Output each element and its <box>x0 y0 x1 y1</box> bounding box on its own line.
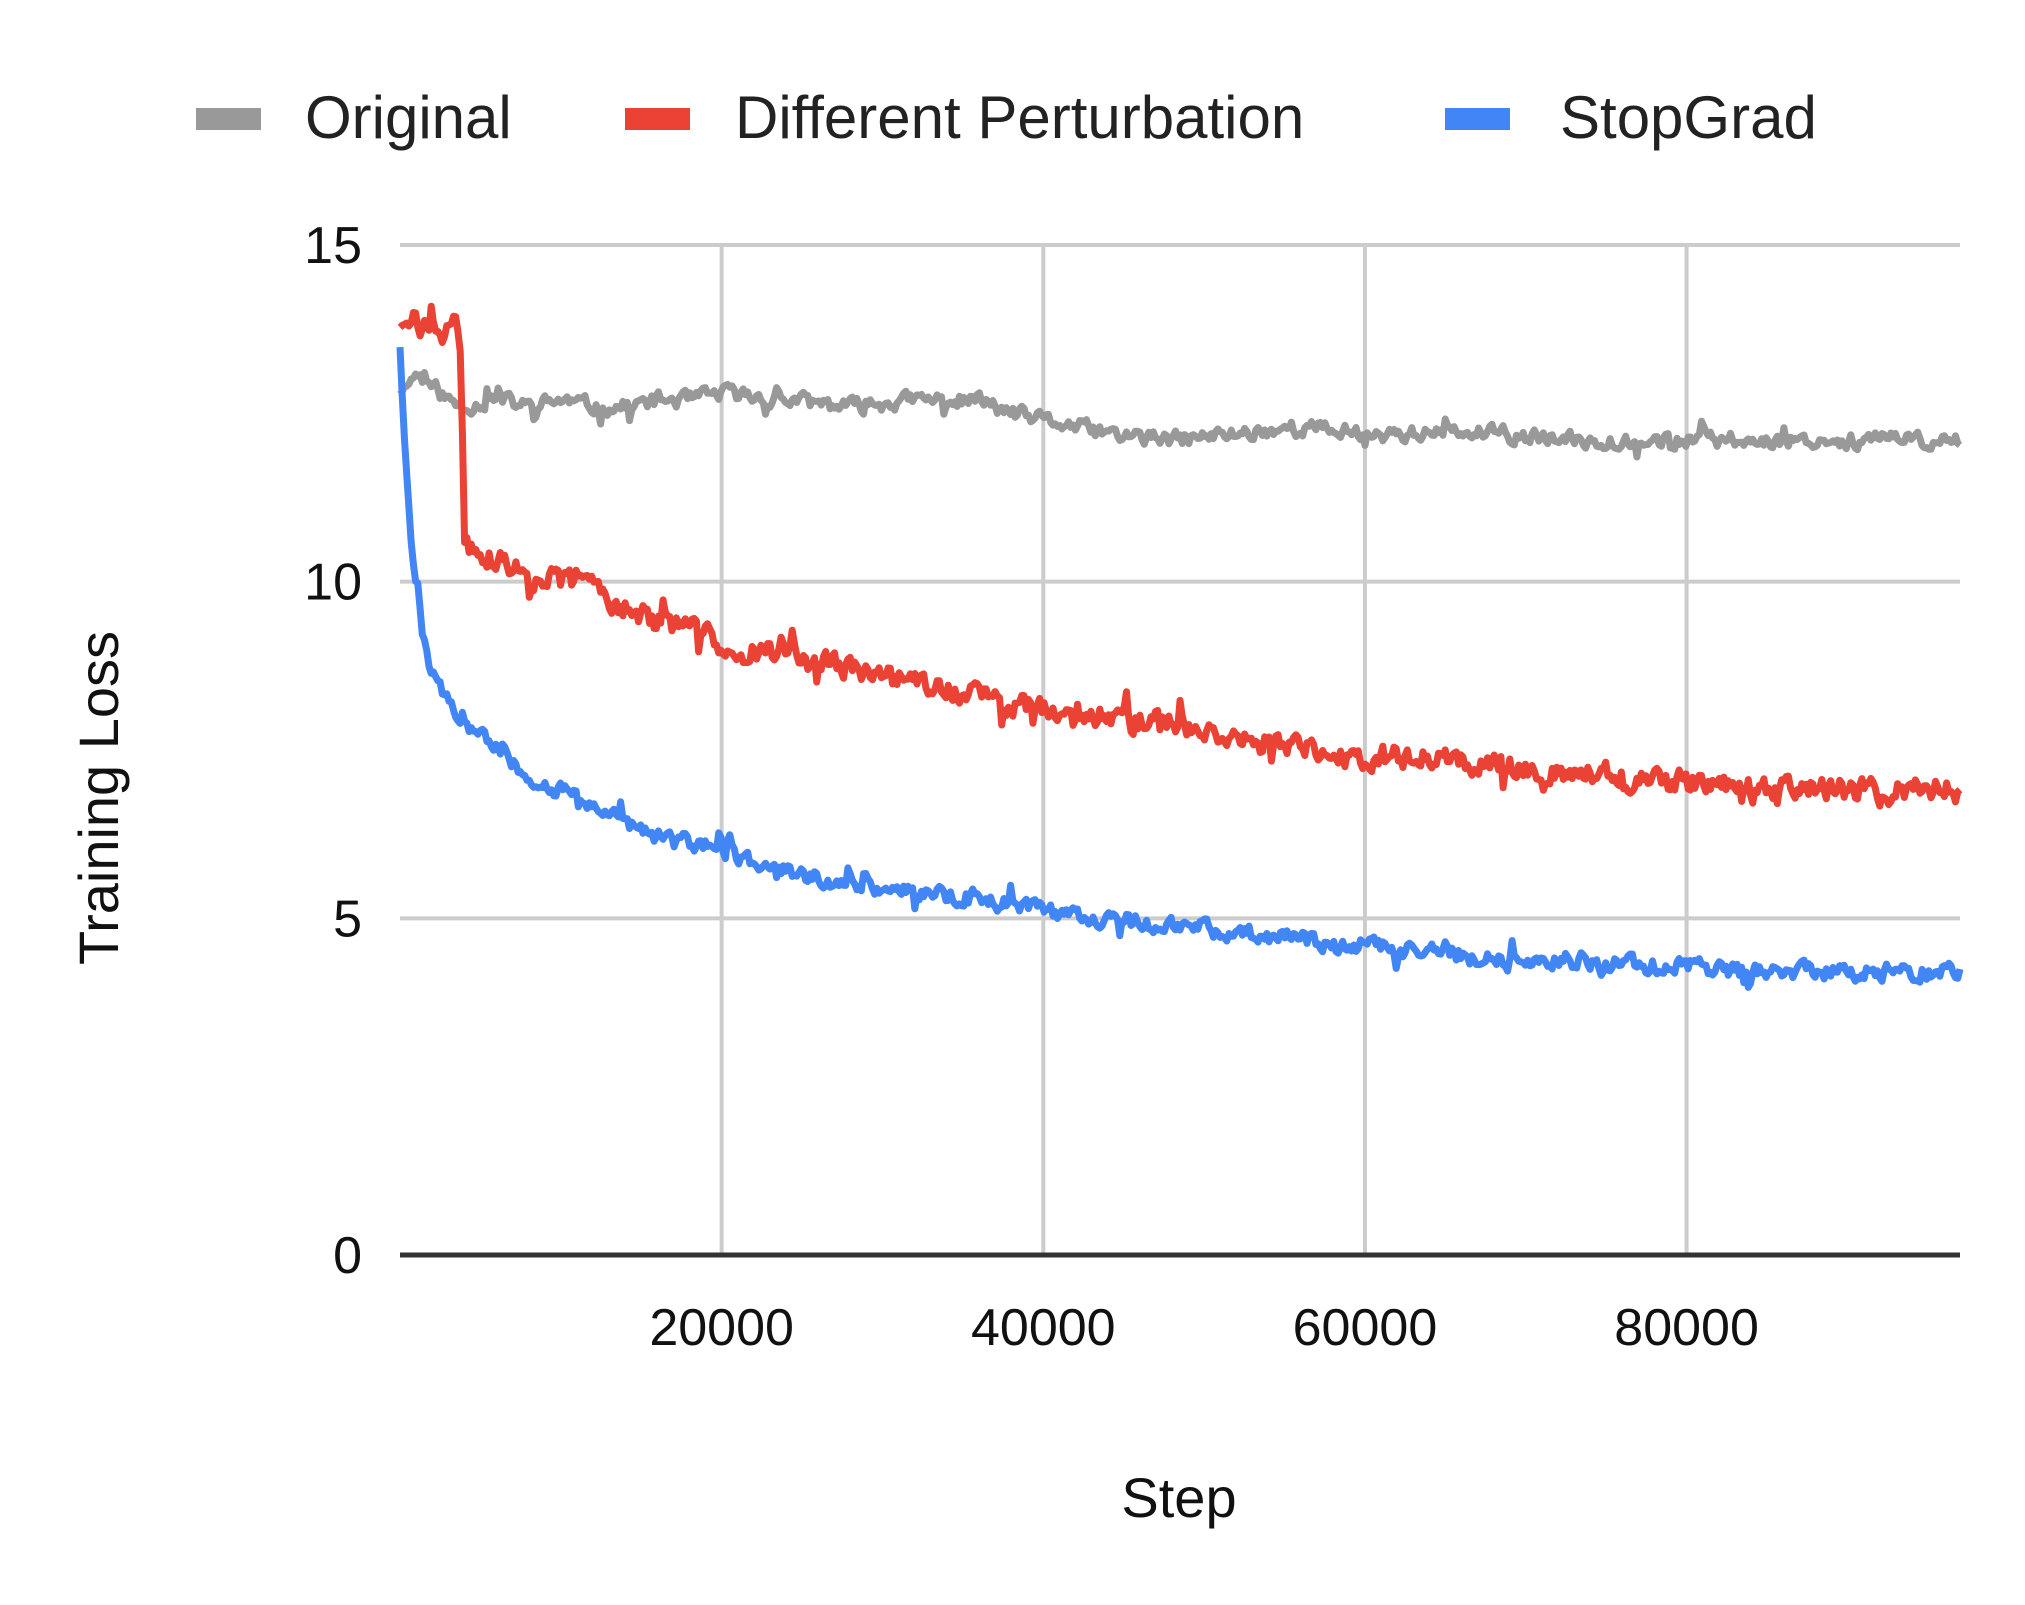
series-line-stopgrad <box>396 346 1964 991</box>
y-tick-label: 10 <box>304 554 362 612</box>
legend-label-original: Original <box>305 84 512 151</box>
grid-lines <box>400 243 1960 1255</box>
x-tick-label: 80000 <box>1614 1299 1759 1357</box>
axes: 0 5 10 15 20000 40000 60000 80000 <box>304 217 1960 1357</box>
y-tick-label: 5 <box>333 890 362 948</box>
x-tick-label: 60000 <box>1293 1299 1438 1357</box>
y-tick-label: 15 <box>304 217 362 275</box>
legend-swatch-original <box>196 108 261 130</box>
y-tick-label: 0 <box>333 1227 362 1285</box>
legend-label-stopgrad: StopGrad <box>1560 84 1817 151</box>
legend-label-different-perturbation: Different Perturbation <box>735 84 1304 151</box>
series-line-original <box>397 369 1963 461</box>
legend-swatch-stopgrad <box>1445 108 1510 130</box>
y-axis-title: Training Loss <box>67 631 130 965</box>
legend: Original Different Perturbation StopGrad <box>196 84 1817 151</box>
series-lines <box>396 302 1964 991</box>
x-axis-title: Step <box>1121 1466 1236 1529</box>
series-line-different-perturbation <box>397 302 1963 810</box>
legend-swatch-different-perturbation <box>625 108 690 130</box>
x-tick-label: 40000 <box>971 1299 1116 1357</box>
x-tick-label: 20000 <box>649 1299 794 1357</box>
